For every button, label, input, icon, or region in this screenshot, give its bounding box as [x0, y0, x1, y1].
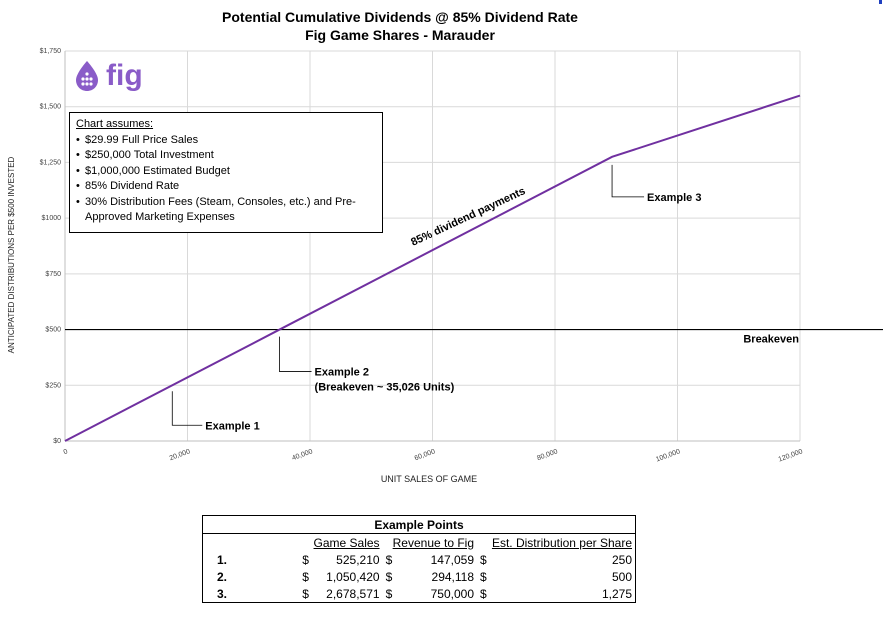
- y-tick-label: $250: [45, 382, 61, 389]
- currency-symbol: $: [480, 569, 487, 584]
- y-tick-label: $1,250: [40, 159, 62, 166]
- y-tick-label: $0: [53, 438, 61, 445]
- assumption-item: $1,000,000 Estimated Budget: [76, 164, 376, 180]
- currency-symbol: $: [385, 569, 393, 584]
- assumption-item: 85% Dividend Rate: [76, 179, 376, 195]
- assumption-item: 30% Distribution Fees (Steam, Consoles, …: [76, 195, 376, 226]
- header-distribution: Est. Distribution per Share: [491, 535, 632, 550]
- example-1-label: Example 1: [205, 420, 259, 432]
- chart-title: Potential Cumulative Dividends @ 85% Div…: [222, 9, 578, 25]
- corner-marker: [879, 0, 882, 4]
- header-game-sales: Game Sales: [313, 535, 380, 550]
- example-2-label: Example 2: [315, 367, 369, 379]
- y-tick-label: $750: [45, 271, 61, 278]
- y-tick-label: $1,750: [40, 48, 62, 55]
- game-sales-cell: 1,050,420: [326, 569, 380, 584]
- assumption-item: $29.99 Full Price Sales: [76, 133, 376, 149]
- chart-subtitle: Fig Game Shares - Marauder: [305, 27, 495, 43]
- y-tick-label: $1,500: [40, 104, 62, 111]
- table-header-row: Game Sales Revenue to Fig Est. Distribut…: [203, 534, 636, 552]
- x-tick-label: 100,000: [655, 448, 681, 463]
- example-points-table: Example Points Game Sales Revenue to Fig…: [202, 515, 636, 603]
- assumptions-heading: Chart assumes:: [76, 118, 154, 130]
- series-line: [64, 94, 801, 442]
- fig-logo: fig: [74, 60, 143, 92]
- currency-symbol: $: [480, 552, 487, 567]
- y-axis-label: ANTICIPATED DISTRIBUTIONS PER $500 INVES…: [7, 156, 16, 353]
- table-row: 3. $ 2,678,571 $ 750,000 $ 1,275: [203, 585, 636, 603]
- row-index: 3.: [217, 586, 228, 601]
- x-tick-label: 0: [63, 448, 69, 456]
- annotations: Example 1 Example 2 (Breakeven ~ 35,026 Un…: [171, 164, 701, 432]
- currency-symbol: $: [385, 552, 393, 567]
- currency-symbol: $: [302, 569, 309, 584]
- series-label: 85% dividend payments: [409, 185, 527, 249]
- fig-drop-icon: [76, 61, 98, 91]
- example-2-leader: [279, 336, 312, 372]
- currency-symbol: $: [385, 586, 393, 601]
- axes: [64, 51, 800, 442]
- row-index: 1.: [217, 552, 228, 567]
- distribution-cell: 250: [611, 552, 632, 567]
- breakeven-label: Breakeven: [743, 334, 799, 346]
- header-revenue: Revenue to Fig: [392, 535, 475, 550]
- assumption-item: $250,000 Total Investment: [76, 148, 376, 164]
- table-row: 1. $ 525,210 $ 147,059 $ 250: [203, 551, 636, 568]
- revenue-cell: 294,118: [431, 569, 475, 584]
- row-index: 2.: [217, 569, 228, 584]
- assumptions-list: $29.99 Full Price Sales $250,000 Total I…: [76, 133, 376, 226]
- game-sales-cell: 525,210: [336, 552, 380, 567]
- x-tick-label: 60,000: [414, 448, 437, 462]
- currency-symbol: $: [302, 552, 309, 567]
- x-tick-label: 40,000: [291, 448, 314, 462]
- game-sales-cell: 2,678,571: [326, 586, 380, 601]
- currency-symbol: $: [302, 586, 309, 601]
- distribution-cell: 500: [611, 569, 632, 584]
- y-tick-label: $500: [45, 327, 61, 334]
- example-2-sublabel: (Breakeven ~ 35,026 Units): [315, 382, 455, 394]
- revenue-cell: 147,059: [430, 552, 475, 567]
- distribution-cell: 1,275: [601, 586, 632, 601]
- chart-area: $0 $250 $500 $750 $1000 $1,250 $1,500 $1,750 0 20…: [7, 48, 883, 484]
- assumptions-box: Chart assumes: $29.99 Full Price Sales $…: [69, 112, 383, 233]
- example-3-leader: [611, 164, 645, 198]
- x-tick-label: 20,000: [169, 448, 192, 462]
- example-3-label: Example 3: [647, 192, 701, 204]
- table-title: Example Points: [202, 515, 636, 534]
- series-lines: Breakeven: [64, 94, 883, 442]
- fig-logo-text: fig: [106, 59, 143, 92]
- x-tick-label: 120,000: [778, 448, 804, 463]
- x-tick-label: 80,000: [536, 448, 559, 462]
- example-1-leader: [171, 391, 203, 426]
- revenue-cell: 750,000: [430, 586, 475, 601]
- currency-symbol: $: [480, 586, 487, 601]
- table-row: 2. $ 1,050,420 $ 294,118 $ 500: [203, 568, 636, 585]
- y-tick-label: $1000: [42, 215, 62, 222]
- x-axis-label: UNIT SALES OF GAME: [381, 474, 477, 484]
